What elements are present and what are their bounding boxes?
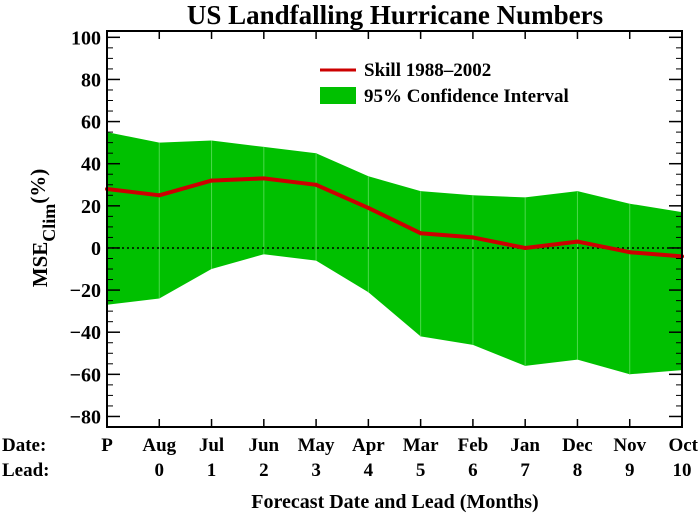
x-tick-label-lead: 8 [573, 460, 583, 481]
legend: Skill 1988–2002 95% Confidence Interval [320, 60, 569, 107]
x-tick-label-lead: 10 [673, 460, 692, 481]
x-tick-label-lead: 6 [468, 460, 478, 481]
skill-line [106, 176, 683, 259]
x-tick-label-date: Jun [248, 435, 279, 456]
skill-point [314, 182, 319, 187]
y-tick-label: 20 [81, 196, 101, 218]
x-tick-label-date: Jan [510, 435, 540, 456]
y-axis: −80 −60 −40 −20 0 20 40 60 80 100 [70, 27, 682, 428]
skill-point [157, 193, 162, 198]
date-row-label: Date: [2, 435, 46, 456]
x-axis: P Aug 0 Jul 1 Jun 2 May 3 Apr 4 Mar 5 Feb 6 Jan 7 Dec 8 Nov… [101, 31, 699, 481]
legend-band-swatch [320, 87, 356, 104]
x-tick-label-lead: 2 [259, 460, 269, 481]
y-tick-label: −80 [70, 406, 101, 428]
skill-point [470, 235, 475, 240]
y-tick-label: 40 [81, 154, 101, 176]
skill-point [523, 245, 528, 250]
skill-point [209, 178, 214, 183]
skill-point [261, 176, 266, 181]
x-tick-label-date: Aug [142, 435, 176, 456]
x-tick-label-date: P [101, 435, 113, 456]
x-tick-label-lead: 9 [625, 460, 635, 481]
y-tick-label: 0 [91, 238, 101, 260]
legend-label-ci: 95% Confidence Interval [364, 86, 569, 107]
x-tick-label-date: Oct [668, 435, 698, 456]
x-tick-label-date: Feb [458, 435, 489, 456]
skill-point [366, 205, 371, 210]
x-tick-label-lead: 5 [416, 460, 426, 481]
y-tick-label: −20 [70, 280, 101, 302]
plot-frame [106, 30, 683, 428]
x-tick-label-date: Jul [199, 435, 224, 456]
skill-point [575, 239, 580, 244]
x-tick-label-date: Apr [352, 435, 385, 456]
x-tick-label-lead: 7 [520, 460, 530, 481]
x-tick-label-lead: 4 [364, 460, 374, 481]
x-axis-label: Forecast Date and Lead (Months) [251, 491, 538, 513]
lead-row-label: Lead: [2, 460, 50, 481]
skill-point [627, 250, 632, 255]
x-tick-label-lead: 0 [155, 460, 165, 481]
x-tick-label-date: Dec [562, 435, 593, 456]
legend-label-skill: Skill 1988–2002 [364, 60, 491, 81]
skill-point [418, 231, 423, 236]
confidence-band [107, 132, 682, 375]
y-axis-label-sub: Clim [39, 204, 59, 242]
chart-title: US Landfalling Hurricane Numbers [187, 0, 603, 30]
x-tick-label-lead: 3 [311, 460, 321, 481]
y-axis-label-main: MSE [28, 242, 52, 288]
y-axis-label-unit: (%) [26, 169, 50, 204]
y-axis-label: MSEClim(%) [26, 169, 59, 288]
x-tick-label-date: Mar [403, 435, 439, 456]
plot-area [105, 132, 684, 375]
x-tick-label-date: Nov [613, 435, 646, 456]
y-tick-label: −60 [70, 364, 101, 386]
y-tick-label: 80 [81, 69, 101, 91]
y-tick-label: 100 [71, 27, 101, 49]
y-tick-label: −40 [70, 322, 101, 344]
x-tick-label-date: May [298, 435, 335, 456]
y-tick-label: 60 [81, 112, 101, 134]
x-tick-label-lead: 1 [207, 460, 217, 481]
